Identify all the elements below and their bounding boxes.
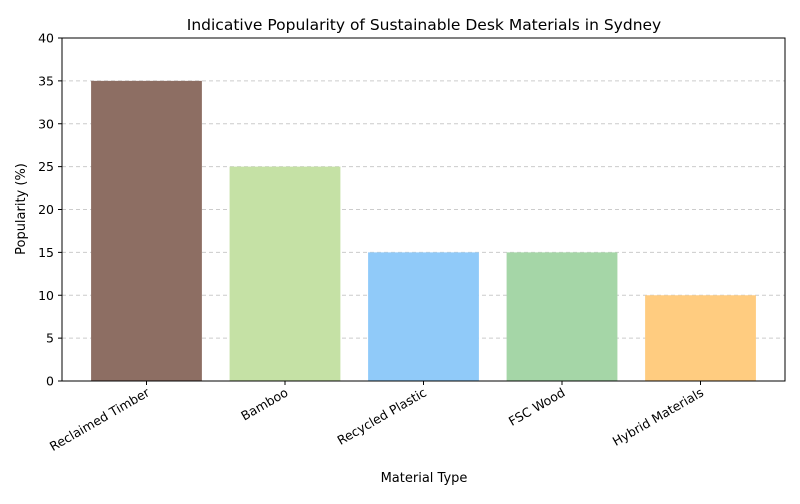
x-tick-label: FSC Wood xyxy=(506,385,568,429)
y-tick-label: 35 xyxy=(38,73,54,88)
bar xyxy=(229,166,341,381)
x-tick-label: Recycled Plastic xyxy=(334,385,429,448)
x-tick-label: Bamboo xyxy=(238,385,290,424)
bars xyxy=(91,80,756,381)
x-tick-label: Reclaimed Timber xyxy=(47,384,153,454)
y-axis-label: Popularity (%) xyxy=(14,163,29,255)
y-tick-label: 5 xyxy=(46,331,54,346)
y-axis-ticks: 0 5 10 15 20 25 30 35 40 xyxy=(38,31,62,389)
bar xyxy=(368,252,479,381)
y-tick-label: 10 xyxy=(38,288,54,303)
bar xyxy=(645,295,756,381)
y-tick-label: 40 xyxy=(38,31,54,46)
y-tick-label: 0 xyxy=(46,374,54,389)
x-tick-label: Hybrid Materials xyxy=(610,385,706,449)
x-axis-label: Material Type xyxy=(381,471,468,486)
y-tick-label: 25 xyxy=(38,159,54,174)
chart-title: Indicative Popularity of Sustainable Des… xyxy=(187,16,661,34)
bar xyxy=(91,80,202,381)
x-axis-ticks: Reclaimed Timber Bamboo Recycled Plastic FS… xyxy=(47,381,706,454)
y-tick-label: 20 xyxy=(38,202,54,217)
y-tick-label: 30 xyxy=(38,116,54,131)
y-tick-label: 15 xyxy=(38,245,54,260)
bar xyxy=(506,252,618,381)
